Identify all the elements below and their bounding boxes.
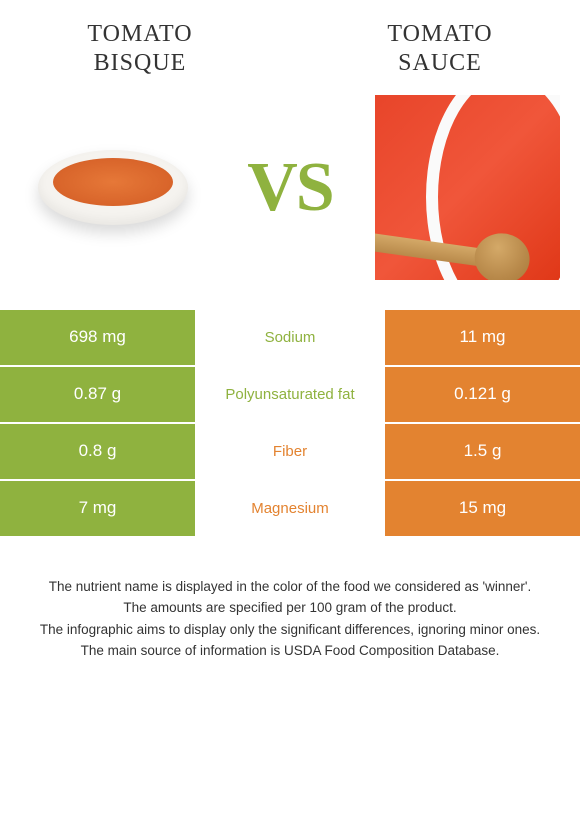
table-row: 0.8 gFiber1.5 g bbox=[0, 422, 580, 479]
nutrient-name-cell: Polyunsaturated fat bbox=[195, 367, 385, 422]
table-row: 7 mgMagnesium15 mg bbox=[0, 479, 580, 536]
wooden-spoon-icon bbox=[375, 232, 506, 269]
left-value-cell: 0.8 g bbox=[0, 424, 195, 479]
left-title-line2: bisque bbox=[40, 49, 240, 78]
nutrient-name-cell: Sodium bbox=[195, 310, 385, 365]
right-value-cell: 11 mg bbox=[385, 310, 580, 365]
left-value-cell: 0.87 g bbox=[0, 367, 195, 422]
footer-line: The infographic aims to display only the… bbox=[35, 619, 545, 641]
header: Tomato bisque Tomato sauce bbox=[0, 0, 580, 88]
footer-notes: The nutrient name is displayed in the co… bbox=[0, 536, 580, 682]
right-food-title: Tomato sauce bbox=[340, 20, 540, 78]
table-row: 698 mgSodium11 mg bbox=[0, 308, 580, 365]
left-food-image bbox=[20, 95, 205, 280]
nutrient-name-cell: Magnesium bbox=[195, 481, 385, 536]
footer-line: The nutrient name is displayed in the co… bbox=[35, 576, 545, 598]
bisque-bowl-icon bbox=[38, 150, 188, 225]
left-food-title: Tomato bisque bbox=[40, 20, 240, 78]
left-value-cell: 698 mg bbox=[0, 310, 195, 365]
right-food-image bbox=[375, 95, 560, 280]
sauce-pot-icon bbox=[375, 95, 560, 280]
right-value-cell: 0.121 g bbox=[385, 367, 580, 422]
table-row: 0.87 gPolyunsaturated fat0.121 g bbox=[0, 365, 580, 422]
right-title-line2: sauce bbox=[340, 49, 540, 78]
right-value-cell: 15 mg bbox=[385, 481, 580, 536]
left-title-line1: Tomato bbox=[40, 20, 240, 49]
nutrient-name-cell: Fiber bbox=[195, 424, 385, 479]
footer-line: The main source of information is USDA F… bbox=[35, 640, 545, 662]
comparison-table: 698 mgSodium11 mg0.87 gPolyunsaturated f… bbox=[0, 308, 580, 536]
right-value-cell: 1.5 g bbox=[385, 424, 580, 479]
images-row: VS bbox=[0, 88, 580, 308]
right-title-line1: Tomato bbox=[340, 20, 540, 49]
footer-line: The amounts are specified per 100 gram o… bbox=[35, 597, 545, 619]
vs-label: VS bbox=[247, 148, 332, 228]
left-value-cell: 7 mg bbox=[0, 481, 195, 536]
